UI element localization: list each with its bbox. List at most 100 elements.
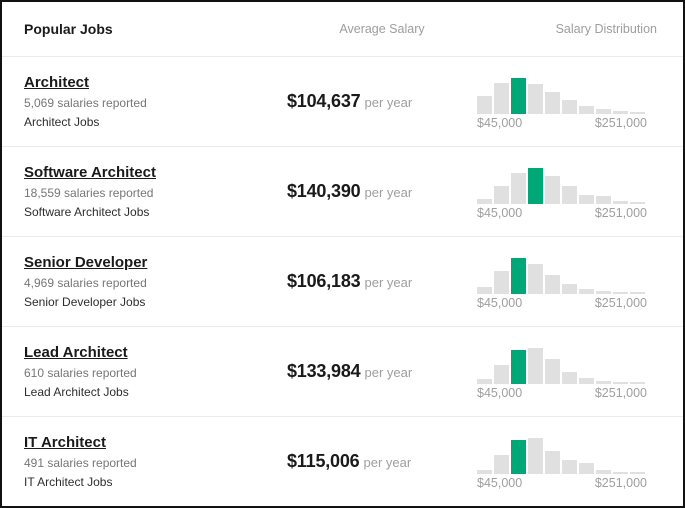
histogram-bar — [528, 438, 543, 474]
histogram-bar — [528, 348, 543, 384]
histogram-bar — [477, 287, 492, 294]
job-jobs-link[interactable]: Architect Jobs — [24, 114, 100, 129]
salaries-reported-text: 491 salaries reported — [24, 455, 137, 470]
histogram-min-label: $45,000 — [477, 386, 523, 400]
histogram-max-label: $251,000 — [594, 296, 647, 310]
job-title-link[interactable]: Senior Developer — [24, 254, 148, 272]
average-salary-cell: $115,006 per year — [287, 451, 477, 472]
job-title-link[interactable]: Lead Architect — [24, 344, 128, 362]
histogram-bar — [579, 289, 594, 294]
histogram-bar — [528, 264, 543, 294]
histogram-axis-labels: $45,000 $251,000 — [477, 296, 647, 310]
histogram-bar — [630, 472, 645, 474]
salary-histogram — [477, 167, 647, 204]
histogram-bar — [613, 111, 628, 114]
histogram-bar — [477, 96, 492, 114]
histogram-axis-labels: $45,000 $251,000 — [477, 386, 647, 400]
salary-distribution-cell: $45,000 $251,000 — [477, 343, 657, 400]
histogram-bar-highlighted — [511, 258, 526, 294]
histogram-bar — [596, 470, 611, 474]
histogram-min-label: $45,000 — [477, 206, 523, 220]
job-info-cell: Senior Developer 4,969 salaries reported… — [24, 253, 287, 310]
histogram-max-label: $251,000 — [594, 476, 647, 490]
job-info-cell: Software Architect 18,559 salaries repor… — [24, 163, 287, 220]
job-row: Senior Developer 4,969 salaries reported… — [2, 236, 683, 326]
job-info-cell: Architect 5,069 salaries reported Archit… — [24, 73, 287, 130]
salary-period-label: per year — [364, 185, 413, 200]
histogram-bar — [562, 284, 577, 294]
table-header: Popular Jobs Average Salary Salary Distr… — [2, 2, 683, 56]
column-header-salary-distribution: Salary Distribution — [555, 22, 657, 36]
histogram-axis-labels: $45,000 $251,000 — [477, 476, 647, 490]
job-jobs-link[interactable]: Software Architect Jobs — [24, 204, 150, 219]
histogram-min-label: $45,000 — [477, 116, 523, 130]
salary-period-label: per year — [363, 455, 412, 470]
job-info-cell: IT Architect 491 salaries reported IT Ar… — [24, 433, 287, 490]
histogram-bar-highlighted — [511, 350, 526, 384]
histogram-bar — [613, 201, 628, 204]
histogram-bar — [630, 292, 645, 294]
job-title-link[interactable]: IT Architect — [24, 434, 106, 452]
histogram-bar — [511, 173, 526, 204]
histogram-bar — [545, 359, 560, 384]
salary-distribution-cell: $45,000 $251,000 — [477, 163, 657, 220]
average-salary-value: $104,637 — [287, 91, 361, 111]
job-rows-container: Architect 5,069 salaries reported Archit… — [2, 56, 683, 506]
job-info-cell: Lead Architect 610 salaries reported Lea… — [24, 343, 287, 400]
job-row: IT Architect 491 salaries reported IT Ar… — [2, 416, 683, 506]
histogram-bar — [494, 271, 509, 294]
histogram-bar — [596, 196, 611, 204]
average-salary-cell: $133,984 per year — [287, 361, 477, 382]
histogram-bar — [579, 378, 594, 384]
job-row: Software Architect 18,559 salaries repor… — [2, 146, 683, 236]
histogram-max-label: $251,000 — [594, 206, 647, 220]
histogram-bar-highlighted — [528, 168, 543, 204]
salary-histogram — [477, 257, 647, 294]
salaries-reported-text: 4,969 salaries reported — [24, 275, 147, 290]
job-jobs-link[interactable]: IT Architect Jobs — [24, 474, 113, 489]
histogram-bar — [545, 275, 560, 294]
histogram-bar — [494, 186, 509, 204]
histogram-bar — [613, 472, 628, 474]
histogram-axis-labels: $45,000 $251,000 — [477, 206, 647, 220]
histogram-bar — [477, 379, 492, 384]
histogram-bar — [494, 455, 509, 474]
job-row: Architect 5,069 salaries reported Archit… — [2, 56, 683, 146]
salary-period-label: per year — [364, 95, 413, 110]
salary-period-label: per year — [364, 275, 413, 290]
salaries-reported-text: 18,559 salaries reported — [24, 185, 154, 200]
histogram-bar — [545, 92, 560, 114]
average-salary-value: $106,183 — [287, 271, 361, 291]
histogram-max-label: $251,000 — [594, 116, 647, 130]
job-title-link[interactable]: Architect — [24, 74, 90, 92]
salaries-reported-text: 610 salaries reported — [24, 365, 137, 380]
histogram-bar — [545, 176, 560, 204]
histogram-bar — [613, 292, 628, 294]
salary-histogram — [477, 347, 647, 384]
histogram-bar — [596, 381, 611, 384]
histogram-bar — [630, 202, 645, 204]
histogram-bar — [477, 470, 492, 474]
job-jobs-link[interactable]: Senior Developer Jobs — [24, 294, 146, 309]
histogram-bar — [579, 195, 594, 204]
column-header-average-salary: Average Salary — [339, 22, 425, 36]
average-salary-cell: $106,183 per year — [287, 271, 477, 292]
job-jobs-link[interactable]: Lead Architect Jobs — [24, 384, 129, 399]
histogram-bar — [630, 382, 645, 384]
histogram-bar — [494, 365, 509, 384]
job-row: Lead Architect 610 salaries reported Lea… — [2, 326, 683, 416]
histogram-bar — [596, 291, 611, 294]
column-header-popular-jobs: Popular Jobs — [24, 21, 113, 37]
histogram-min-label: $45,000 — [477, 476, 523, 490]
histogram-bar — [579, 106, 594, 114]
salary-distribution-cell: $45,000 $251,000 — [477, 73, 657, 130]
histogram-bar — [477, 199, 492, 204]
histogram-min-label: $45,000 — [477, 296, 523, 310]
job-title-link[interactable]: Software Architect — [24, 164, 156, 182]
average-salary-value: $140,390 — [287, 181, 361, 201]
histogram-bar — [579, 463, 594, 474]
histogram-axis-labels: $45,000 $251,000 — [477, 116, 647, 130]
histogram-bar — [562, 372, 577, 384]
salary-distribution-cell: $45,000 $251,000 — [477, 433, 657, 490]
